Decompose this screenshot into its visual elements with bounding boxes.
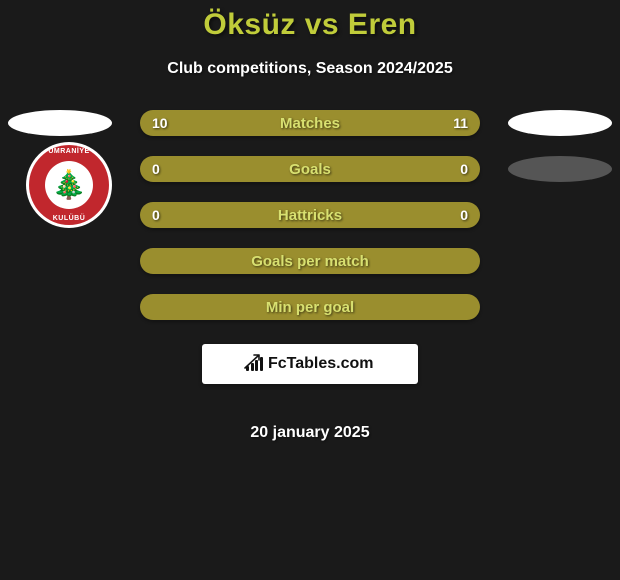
stat-label: Hattricks: [278, 207, 342, 224]
stat-left-value: 0: [152, 207, 160, 223]
left-team-badge: [8, 110, 112, 136]
right-team-badge-2: [508, 156, 612, 182]
stat-left-value: 10: [152, 115, 168, 131]
right-team-badge-1: [508, 110, 612, 136]
stat-row-matches: 10 Matches 11: [140, 110, 480, 136]
page-title: Öksüz vs Eren: [203, 8, 416, 42]
club-logo-ring: ÜMRANİYE 🎄 KULÜBÜ: [29, 145, 109, 225]
bar-chart-icon: [246, 357, 263, 371]
fctables-link[interactable]: FcTables.com: [202, 344, 418, 384]
stat-row-hattricks: 0 Hattricks 0: [140, 202, 480, 228]
arrow-up-icon: [243, 352, 263, 372]
stat-right-value: 0: [460, 207, 468, 223]
stat-label: Goals per match: [251, 253, 369, 270]
club-logo-outer: ÜMRANİYE 🎄 KULÜBÜ: [26, 142, 112, 228]
stat-label: Goals: [289, 161, 331, 178]
stat-row-goals-per-match: Goals per match: [140, 248, 480, 274]
stat-label: Min per goal: [266, 299, 354, 316]
club-logo-top-text: ÜMRANİYE: [29, 148, 109, 155]
stat-label: Matches: [280, 115, 340, 132]
stat-right-value: 11: [453, 115, 468, 131]
stat-left-value: 0: [152, 161, 160, 177]
fctables-label: FcTables.com: [268, 355, 374, 373]
stat-right-value: 0: [460, 161, 468, 177]
club-logo: ÜMRANİYE 🎄 KULÜBÜ: [26, 142, 112, 228]
page-subtitle: Club competitions, Season 2024/2025: [167, 60, 452, 78]
stat-row-min-per-goal: Min per goal: [140, 294, 480, 320]
footer-date: 20 january 2025: [250, 424, 369, 442]
club-logo-bottom-text: KULÜBÜ: [29, 215, 109, 222]
stat-row-goals: 0 Goals 0: [140, 156, 480, 182]
club-logo-tree-icon: 🎄: [45, 161, 93, 209]
stats-area: ÜMRANİYE 🎄 KULÜBÜ 10 Matches 11 0 Goals …: [0, 110, 620, 442]
stats-card: Öksüz vs Eren Club competitions, Season …: [0, 0, 620, 442]
